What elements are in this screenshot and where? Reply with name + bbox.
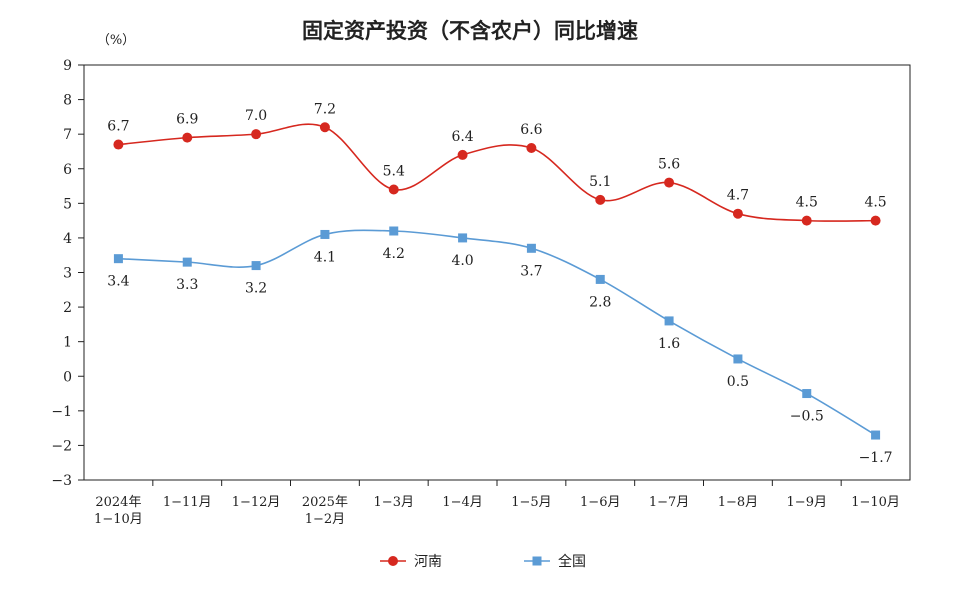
- data-point: [870, 215, 881, 226]
- data-label: 3.7: [520, 263, 542, 279]
- data-point: [182, 257, 192, 267]
- y-axis: 9 8 7 6 5 4 3 2 1 0 −1 −2 −3: [51, 58, 84, 489]
- series-layer: 6.7 6.9 7.0 7.25.46.4 6.65.15.64.7 4.5 4.53.4 3…: [107, 101, 892, 466]
- legend-marker: [388, 556, 398, 566]
- data-point: [182, 132, 193, 143]
- data-point: [595, 194, 606, 205]
- data-label: 4.7: [727, 188, 749, 204]
- series-henan: 6.7 6.9 7.0 7.2 5.4 6.4 6.6 5.1 5.6 4.7 4.5 4.5: [107, 101, 887, 226]
- data-point: [595, 274, 605, 284]
- y-tick-label: 1: [63, 335, 72, 351]
- y-tick-label: 9: [63, 58, 72, 74]
- data-point: [251, 129, 262, 140]
- x-tick-label: 1−9月: [787, 495, 827, 510]
- series-line: [118, 123, 876, 222]
- legend-marker: [532, 556, 542, 566]
- data-point: [732, 208, 743, 219]
- data-point: [113, 139, 124, 150]
- legend-item: 全国: [524, 553, 586, 570]
- chart-title: 固定资产投资（不含农户）同比增速: [302, 19, 638, 43]
- data-label: 3.3: [176, 277, 198, 293]
- data-label: 4.1: [314, 249, 336, 265]
- legend-item: 河南: [380, 554, 442, 570]
- data-label: 6.7: [107, 119, 129, 135]
- data-point: [733, 354, 743, 364]
- data-point: [526, 143, 537, 153]
- y-tick-label: 2: [63, 300, 72, 316]
- data-point: [458, 233, 468, 243]
- data-label: 6.6: [520, 122, 542, 138]
- x-tick-label: 1−4月: [442, 495, 482, 510]
- legend: 河南 全国: [380, 553, 586, 570]
- plot-area: [83, 64, 911, 481]
- x-tick-label: 2024年 1−10月: [94, 495, 143, 527]
- y-tick-label: 3: [63, 266, 72, 282]
- y-tick-label: 8: [63, 93, 72, 109]
- data-label: 6.9: [176, 112, 198, 128]
- data-point: [664, 316, 674, 326]
- data-point: [801, 215, 812, 226]
- x-axis: 2024年 1−10月 1−11月 1−12月 2025年 1−2月 1−3月 1−4月 1−5…: [94, 480, 900, 527]
- y-tick-label: 0: [63, 369, 72, 385]
- data-label: 5.6: [658, 157, 680, 173]
- data-label: −1.7: [859, 450, 893, 466]
- x-tick-label: 1−12月: [232, 495, 281, 510]
- data-label: 3.2: [245, 281, 267, 297]
- data-label: 0.5: [727, 374, 749, 390]
- x-tick-label: 2025年 1−2月: [302, 495, 348, 527]
- x-tick-label: 1−3月: [374, 495, 414, 510]
- series-national: 3.4 3.3 3.2 4.1 4.2 4.0 3.7 2.8 1.6 0.5 −0.5 −1.7: [107, 226, 893, 466]
- data-point: [664, 177, 675, 188]
- y-tick-label: 4: [63, 231, 72, 247]
- series-line: [118, 229, 876, 436]
- x-tick-label: 1−11月: [163, 495, 212, 510]
- x-tick-label: 1−7月: [649, 495, 689, 510]
- data-label: 4.0: [451, 253, 473, 269]
- data-point: [457, 149, 468, 160]
- legend-label: 河南: [414, 554, 442, 570]
- x-tick-label: 1−8月: [718, 495, 758, 510]
- legend-label: 全国: [558, 553, 586, 570]
- data-label: 3.4: [107, 274, 129, 290]
- data-label: 7.2: [314, 101, 336, 117]
- data-point: [251, 261, 261, 271]
- data-point: [319, 122, 330, 133]
- data-point: [802, 389, 812, 399]
- data-label: 5.1: [589, 174, 611, 190]
- data-point: [526, 243, 536, 253]
- data-label: 5.4: [383, 164, 405, 180]
- y-tick-label: −1: [51, 404, 72, 420]
- data-label: 6.4: [451, 129, 473, 145]
- data-label: −0.5: [790, 409, 824, 425]
- data-label: 1.6: [658, 336, 680, 352]
- data-label: 7.0: [245, 108, 267, 124]
- data-point: [871, 430, 881, 440]
- x-tick-label: 1−6月: [580, 495, 620, 510]
- y-tick-label: −3: [51, 473, 72, 489]
- data-label: 4.5: [796, 195, 818, 211]
- y-tick-label: −2: [51, 438, 72, 454]
- data-label: 2.8: [589, 294, 611, 310]
- data-point: [113, 254, 123, 264]
- y-tick-label: 7: [63, 127, 72, 143]
- x-tick-label: 1−10月: [851, 495, 900, 510]
- x-tick-label: 1−5月: [511, 495, 551, 510]
- y-unit-label: （%）: [97, 33, 135, 48]
- data-point: [389, 226, 399, 236]
- y-tick-label: 5: [63, 196, 72, 212]
- y-tick-label: 6: [63, 162, 72, 178]
- data-point: [320, 229, 330, 239]
- data-label: 4.5: [864, 195, 886, 211]
- data-point: [388, 184, 399, 195]
- data-label: 4.2: [383, 246, 405, 262]
